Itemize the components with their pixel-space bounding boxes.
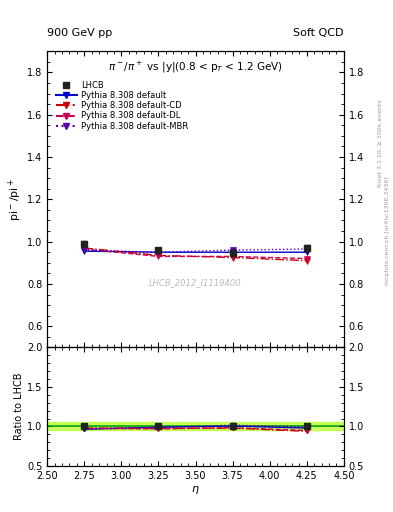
Text: mcplots.cern.ch [arXiv:1306.3436]: mcplots.cern.ch [arXiv:1306.3436] (385, 176, 389, 285)
Text: 900 GeV pp: 900 GeV pp (47, 28, 112, 38)
Text: LHCB_2012_I1119400: LHCB_2012_I1119400 (149, 278, 242, 287)
Bar (47, 422, 344, 431)
Legend: LHCB, Pythia 8.308 default, Pythia 8.308 default-CD, Pythia 8.308 default-DL, Py: LHCB, Pythia 8.308 default, Pythia 8.308… (54, 79, 190, 133)
X-axis label: $\eta$: $\eta$ (191, 483, 200, 496)
Text: $\pi^-/\pi^+$ vs |y|(0.8 < p$_T$ < 1.2 GeV): $\pi^-/\pi^+$ vs |y|(0.8 < p$_T$ < 1.2 G… (108, 60, 283, 75)
Y-axis label: pi$^-$/pi$^+$: pi$^-$/pi$^+$ (7, 178, 24, 221)
Text: Rivet 3.1.10, ≥ 100k events: Rivet 3.1.10, ≥ 100k events (378, 99, 383, 187)
Text: Soft QCD: Soft QCD (294, 28, 344, 38)
Y-axis label: Ratio to LHCB: Ratio to LHCB (14, 373, 24, 440)
